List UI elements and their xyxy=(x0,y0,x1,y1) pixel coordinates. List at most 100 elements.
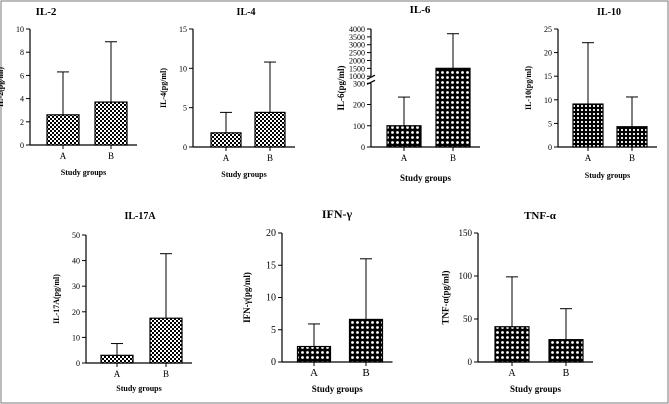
y-tick-label: 0 xyxy=(468,357,473,367)
x-tick-label: B xyxy=(163,369,169,379)
y-tick-label: 0 xyxy=(76,359,80,368)
x-tick-label: B xyxy=(450,153,456,163)
x-axis-label: Study groups xyxy=(400,173,452,183)
chart-title: IL-6 xyxy=(410,4,431,16)
y-tick-label: 4000 xyxy=(349,25,365,34)
y-tick-label: 5 xyxy=(548,119,552,128)
y-tick-label: 10 xyxy=(72,333,80,342)
y-tick-label: 50 xyxy=(72,231,80,240)
y-tick-label: 20 xyxy=(266,228,276,239)
chart-tnf-: 0 50 100 150 A B TNF-α Study groups TNF-α(pg/ml) xyxy=(441,210,593,394)
chart-ifn-: 0 5 10 15 20 A B IFN-γ Study groups IFN-γ(pg/ml) xyxy=(242,207,393,394)
bar-b xyxy=(616,126,648,148)
y-tick-label: 0 xyxy=(183,143,187,152)
x-axis-label: Study groups xyxy=(221,170,266,179)
y-tick-label: 10 xyxy=(179,64,187,73)
x-tick-label: A xyxy=(585,153,592,163)
bar-b xyxy=(94,101,128,146)
y-tick-label: 25 xyxy=(544,25,552,34)
y-tick-label: 15 xyxy=(266,260,276,271)
y-tick-label: 10 xyxy=(544,96,552,105)
bar-b xyxy=(254,111,286,148)
y-tick-label: 2000 xyxy=(349,56,365,65)
chart-il-10: 0 5 10 15 20 25 A B IL-10 Study groups IL-10(pg/ml… xyxy=(524,7,657,180)
x-axis-label: Study groups xyxy=(61,168,106,177)
chart-title: IL-10 xyxy=(597,7,621,18)
x-tick-label: B xyxy=(563,368,570,379)
x-axis-label: Study groups xyxy=(116,384,161,393)
x-tick-label: A xyxy=(223,153,230,163)
x-tick-label: A xyxy=(114,369,121,379)
y-tick-label: 15 xyxy=(544,72,552,81)
chart-title: IL-2 xyxy=(36,6,57,18)
chart-il-4: 0 5 10 15 A B IL-4 Study groups IL-4(pg/ml) xyxy=(159,7,295,179)
y-tick-label: 0 xyxy=(20,141,24,150)
y-tick-label: 3500 xyxy=(349,33,365,42)
y-tick-label: 20 xyxy=(544,49,552,58)
y-axis-label: IL-10(pg/ml) xyxy=(524,66,533,110)
chart-il-17a: 0 10 20 30 40 50 A B IL-17A Study groups IL-17A(pg… xyxy=(52,211,192,393)
y-tick-label: 40 xyxy=(72,257,80,266)
chart-title: IL-17A xyxy=(124,211,156,222)
bar-b xyxy=(548,339,584,363)
bar-a xyxy=(210,132,242,148)
x-tick-label: B xyxy=(362,367,369,379)
y-tick-label: 5 xyxy=(183,104,187,113)
y-axis-label: IFN-γ(pg/ml) xyxy=(242,272,252,323)
y-axis-label: IL-17A(pg/ml) xyxy=(52,274,61,324)
x-axis-label: Study groups xyxy=(312,384,364,394)
bar-b xyxy=(435,67,471,148)
y-axis-label: IL-4(pg/ml) xyxy=(159,68,168,108)
y-tick-label: 4 xyxy=(20,95,24,104)
y-tick-label: 10 xyxy=(266,293,276,304)
y-tick-label: 15 xyxy=(179,25,187,34)
y-axis-label: TNF-α(pg/ml) xyxy=(441,270,451,324)
chart-il-2: 0 2 4 6 8 10 A B IL-2 Study groups IL-2(pg/ml) xyxy=(0,6,137,177)
y-tick-label: 1000 xyxy=(349,72,365,81)
y-tick-label: 100 xyxy=(353,122,365,131)
bar-b xyxy=(149,317,183,364)
y-tick-label: 200 xyxy=(353,101,365,110)
chart-title: IL-4 xyxy=(237,7,256,18)
y-tick-label: 150 xyxy=(459,228,473,238)
y-tick-label: 0 xyxy=(361,143,365,152)
bar-a xyxy=(494,326,530,363)
y-axis-label: IL-2(pg/ml) xyxy=(0,67,5,107)
x-axis-label: Study groups xyxy=(510,384,562,394)
y-tick-label: 3000 xyxy=(349,41,365,50)
axis-break-mark xyxy=(366,74,376,80)
y-tick-label: 1500 xyxy=(349,64,365,73)
y-tick-label: 10 xyxy=(16,25,24,34)
x-tick-label: A xyxy=(508,368,516,379)
bar-b xyxy=(348,318,384,363)
bar-a xyxy=(572,103,604,148)
x-axis-label: Study groups xyxy=(585,171,630,180)
y-tick-label: 30 xyxy=(72,282,80,291)
y-tick-label: 8 xyxy=(20,48,24,57)
x-tick-label: A xyxy=(401,153,408,163)
y-tick-label: 50 xyxy=(463,314,473,324)
y-axis-label: IL-6(pg/ml) xyxy=(336,65,346,110)
y-tick-label: 2500 xyxy=(349,49,365,58)
y-tick-label: 5 xyxy=(271,325,276,336)
y-tick-label: 100 xyxy=(459,271,473,281)
bar-a xyxy=(46,114,80,146)
x-tick-label: B xyxy=(267,153,273,163)
y-tick-label: 300 xyxy=(353,79,365,88)
y-tick-label: 20 xyxy=(72,308,80,317)
x-tick-label: A xyxy=(310,367,318,379)
x-tick-label: B xyxy=(629,153,635,163)
bar-a xyxy=(100,354,134,364)
x-tick-label: A xyxy=(60,151,67,161)
chart-title: TNF-α xyxy=(524,210,557,222)
y-tick-label: 6 xyxy=(20,71,24,80)
x-tick-label: B xyxy=(108,151,114,161)
y-tick-label: 0 xyxy=(271,357,276,368)
bar-a xyxy=(386,125,422,148)
chart-title: IFN-γ xyxy=(322,207,353,221)
bar-a xyxy=(296,345,332,363)
y-tick-label: 2 xyxy=(20,118,24,127)
